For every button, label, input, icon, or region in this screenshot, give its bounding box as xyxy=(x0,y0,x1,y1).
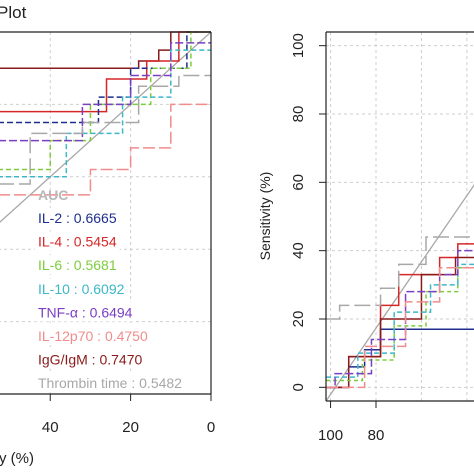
legend-entry-il-2: IL-2 : 0.6665 xyxy=(38,210,117,226)
left-x-axis: 40 20 0 xyxy=(42,394,215,436)
legend-entry-background xyxy=(35,349,146,369)
right-y-tick-label: 0 xyxy=(290,383,307,391)
right-y-tick-label: 40 xyxy=(290,242,307,259)
right-roc-curve-il-6 xyxy=(326,267,474,382)
left-roc-curve-il-10 xyxy=(0,49,211,178)
left-x-tick-label: 0 xyxy=(207,419,215,436)
left-plot-area xyxy=(0,31,212,223)
legend-entry-background xyxy=(35,208,120,227)
right-roc-panel: 0 20 40 60 80 100 100 80 Sensitivity (%) xyxy=(257,31,474,444)
legend-entry-background xyxy=(35,373,185,393)
left-x-tick-label: 40 xyxy=(42,419,59,436)
legend-title: AUC xyxy=(38,187,68,203)
legend-entry-il-4: IL-4 : 0.5454 xyxy=(38,234,117,250)
legend-entry-background xyxy=(35,302,136,322)
right-plot-area xyxy=(325,184,474,402)
legend-entry-background xyxy=(35,255,120,275)
right-x-tick-label: 100 xyxy=(318,427,343,444)
right-reference-diagonal xyxy=(325,184,474,402)
right-y-tick-label: 20 xyxy=(290,311,307,328)
right-roc-curve-igg-igm xyxy=(326,256,474,389)
left-x-axis-label: y (%) xyxy=(0,450,34,467)
legend-entry-il-6: IL-6 : 0.5681 xyxy=(38,257,117,273)
right-y-tick-label: 60 xyxy=(290,174,307,191)
legend-entry-background xyxy=(35,278,128,298)
legend-entry-background xyxy=(35,231,120,251)
legend-entry-thrombin-time: Thrombin time : 0.5482 xyxy=(38,375,182,391)
right-x-tick-label: 80 xyxy=(368,427,385,444)
right-roc-curve-tnf- xyxy=(326,249,474,389)
left-legend: AUC IL-2 : 0.6665 IL-4 : 0.5454 IL-6 : 0.5… xyxy=(35,187,185,393)
legend-entry-il-12p70: IL-12p70 : 0.4750 xyxy=(38,328,148,344)
left-roc-curve-il-4 xyxy=(0,31,211,113)
legend-entry-il-10: IL-10 : 0.6092 xyxy=(38,281,125,297)
left-panel-title: Plot xyxy=(0,3,27,22)
left-roc-curve-il-12p70 xyxy=(0,103,211,196)
legend-entry-igg-igm: IgG/IgM : 0.7470 xyxy=(38,352,143,368)
right-y-tick-label: 100 xyxy=(290,33,307,58)
right-x-axis: 100 80 xyxy=(318,401,384,444)
right-roc-curve-il-12p70 xyxy=(326,267,474,389)
left-x-tick-label: 20 xyxy=(122,419,139,436)
right-roc-curve-thrombin-time xyxy=(326,236,474,320)
left-roc-curve-thrombin-time xyxy=(0,74,211,185)
legend-entry-tnf-: TNF-α : 0.6494 xyxy=(38,304,133,320)
right-y-axis: 0 20 40 60 80 100 xyxy=(290,33,326,392)
right-y-tick-label: 80 xyxy=(290,106,307,123)
left-roc-curve-tnf- xyxy=(0,42,211,142)
left-reference-diagonal xyxy=(0,31,212,223)
right-y-axis-label: Sensitivity (%) xyxy=(257,172,273,261)
left-roc-panel: Plot 40 20 0 y (%) AUC IL-2 : 0.6665 IL-4 :… xyxy=(0,3,215,467)
legend-entry-background xyxy=(35,326,151,345)
legend-entries: IL-2 : 0.6665 IL-4 : 0.5454 IL-6 : 0.5681 I… xyxy=(35,208,185,393)
